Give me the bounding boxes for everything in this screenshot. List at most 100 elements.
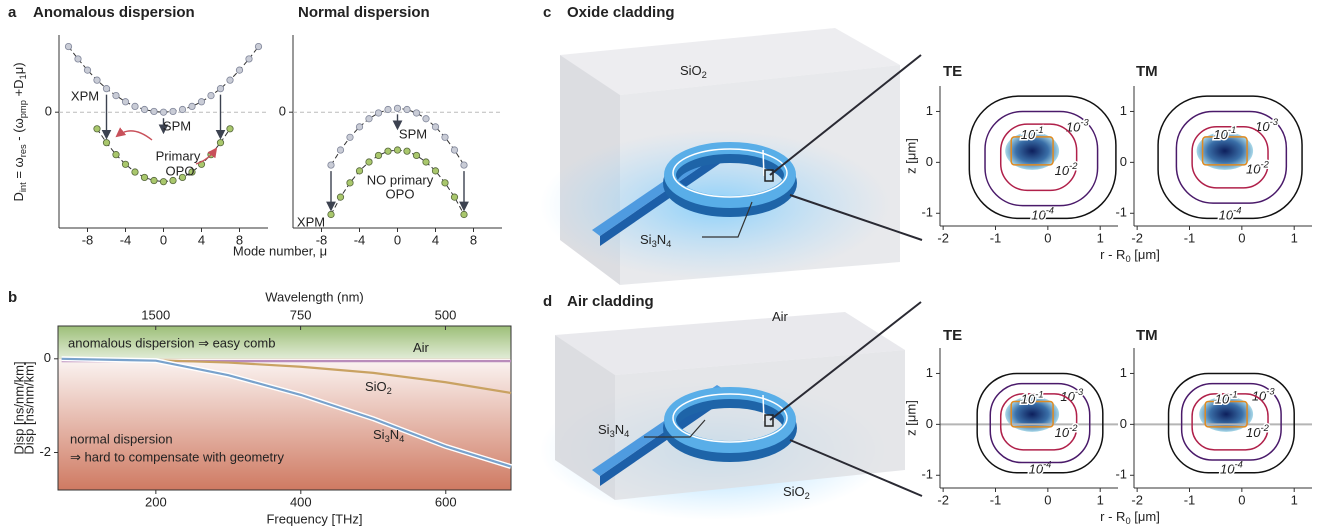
y-axis-label: Disp [ns/nm/km]	[21, 361, 36, 454]
x-tick-label: 600	[435, 494, 457, 509]
text-part: -2	[1260, 160, 1269, 170]
x-tick-label: -1	[990, 492, 1002, 507]
text-part: 10	[1215, 392, 1230, 407]
curve	[61, 357, 512, 468]
annotation: anomalous dispersion ⇒ easy comb	[68, 335, 275, 350]
point	[431, 123, 440, 131]
contour	[1010, 136, 1054, 166]
point	[178, 173, 187, 182]
y-tick-label: 0	[1120, 416, 1127, 431]
text-part: 10	[1055, 426, 1070, 441]
point	[336, 146, 345, 154]
mode-intensity	[1196, 131, 1254, 170]
text-part: = ω	[11, 157, 26, 182]
point	[346, 179, 354, 187]
y-tick-label: 1	[1120, 365, 1127, 380]
x-tick-label: -2	[937, 492, 949, 507]
text-part: -4	[1233, 206, 1241, 216]
x-tick-label: -1	[1184, 230, 1196, 245]
x-tick-label: -1	[990, 230, 1002, 245]
point	[393, 104, 402, 112]
point	[188, 168, 196, 176]
y-tick-label: 0	[926, 154, 933, 169]
x-tick-label: 4	[432, 232, 439, 247]
y-tick-label: -1	[921, 467, 933, 482]
point	[374, 151, 383, 160]
panel-letter: b	[8, 289, 17, 306]
point	[412, 151, 421, 160]
contour-label: 10-2	[1055, 424, 1079, 441]
point	[355, 123, 364, 131]
contour-label: 10-3	[1066, 118, 1090, 135]
point	[412, 109, 421, 117]
text-part: r - R	[1100, 509, 1125, 524]
annotation: NO primary	[367, 172, 434, 187]
top-tick-label: 750	[290, 307, 312, 322]
air-render	[540, 301, 923, 520]
text-part: 2	[805, 491, 810, 501]
y-axis-label: Disp [ns/nm/km]	[11, 361, 26, 454]
x-tick-label: -2	[1131, 492, 1143, 507]
text-part: [μm]	[1131, 247, 1160, 262]
text-part: N	[657, 232, 666, 247]
contour	[968, 95, 1117, 220]
text-part: 4	[666, 239, 671, 249]
x-axis-label: Frequency [THz]	[266, 511, 362, 526]
text-part: - (ω	[11, 118, 26, 144]
point	[346, 133, 354, 141]
x-tick-label: -8	[316, 232, 328, 247]
text-part: -3	[1080, 118, 1089, 128]
contour	[1204, 400, 1248, 428]
text-part: 10	[1246, 426, 1261, 441]
point	[441, 179, 449, 187]
y-tick-label: -1	[921, 205, 933, 220]
y-tick-label: 1	[926, 365, 933, 380]
x-tick-label: 0	[1044, 230, 1051, 245]
point	[150, 107, 158, 116]
y-tick-label: 0	[45, 104, 52, 119]
point	[365, 115, 373, 123]
arrow	[115, 127, 153, 141]
render-label: Si3N4	[640, 232, 671, 249]
text-part: 10	[1021, 127, 1036, 142]
point	[422, 115, 430, 123]
annotation: ⇒ hard to compensate with geometry	[70, 449, 284, 464]
x-tick-label: -4	[354, 232, 366, 247]
contour-label: 10-3	[1252, 387, 1276, 404]
point	[216, 139, 225, 147]
text-part: Si	[640, 232, 652, 247]
text-part: SiO	[680, 63, 702, 78]
contour	[999, 393, 1078, 451]
contour	[976, 372, 1104, 474]
text-part: 10	[1252, 389, 1267, 404]
mode-intensity	[1005, 131, 1060, 170]
text-part: 2	[387, 386, 392, 396]
point	[112, 92, 120, 100]
x-tick-label: -1	[1184, 492, 1196, 507]
text-part: Air	[772, 309, 789, 324]
panel-letter: d	[543, 293, 552, 310]
annotation: SPM	[399, 126, 427, 141]
panel-letter: c	[543, 4, 551, 21]
point	[83, 66, 92, 74]
text-part: 10	[1060, 389, 1075, 404]
point	[235, 66, 244, 74]
chart-title: TE	[943, 63, 962, 80]
x-tick-label: 400	[290, 494, 312, 509]
y-tick-label: 0	[1120, 154, 1127, 169]
text-part: 10	[1066, 120, 1081, 135]
point	[121, 98, 130, 106]
x-tick-label: 8	[470, 232, 477, 247]
x-tick-label: -2	[1131, 230, 1143, 245]
text-part: 10	[1031, 208, 1046, 223]
x-tick-label: 0	[1238, 492, 1245, 507]
point	[403, 147, 411, 155]
point	[384, 147, 392, 155]
annotation: XPM	[297, 214, 325, 229]
point	[365, 158, 373, 166]
annotation: Primary	[156, 148, 201, 163]
chart-title: Anomalous dispersion	[33, 4, 195, 21]
text-part: 0	[1125, 516, 1130, 526]
text-part: pmp	[18, 100, 28, 118]
